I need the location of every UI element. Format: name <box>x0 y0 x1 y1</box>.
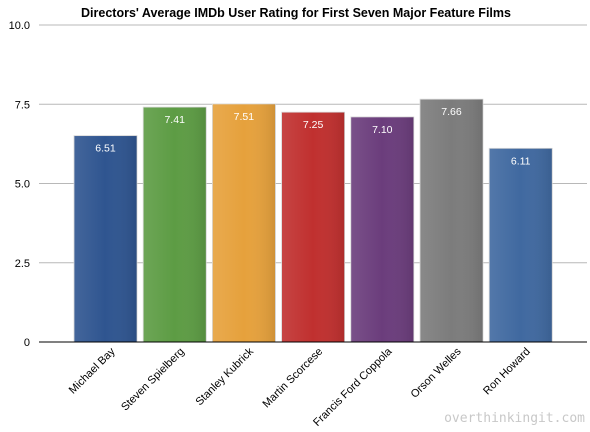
bars: 6.51 7.41 7.51 7.25 7.10 7.66 6.11 <box>73 98 553 343</box>
chart-title: Directors' Average IMDb User Rating for … <box>81 6 511 20</box>
y-tick-label: 2.5 <box>15 258 30 270</box>
x-tick-label: Francis Ford Coppola <box>311 345 395 429</box>
bar-value-label: 7.25 <box>303 119 324 131</box>
x-tick-label: Orson Welles <box>409 345 464 400</box>
y-tick-label: 0 <box>24 337 30 349</box>
y-tick-label: 7.5 <box>15 99 30 111</box>
y-tick-label: 10.0 <box>9 20 30 32</box>
bar-value-label: 7.66 <box>441 106 462 118</box>
bar-value-label: 6.51 <box>95 143 116 155</box>
bar-value-label: 7.41 <box>164 114 185 126</box>
x-tick-label: Ron Howard <box>481 346 533 398</box>
bar-sheen <box>489 148 553 342</box>
watermark: overthinkingit.com <box>444 411 585 426</box>
y-axis-tick-labels: 0 2.5 5.0 7.5 10.0 <box>9 20 30 349</box>
bar-value-label: 7.51 <box>234 111 255 123</box>
bar-sheen <box>143 107 207 342</box>
x-tick-label: Michael Bay <box>67 345 118 396</box>
bar-sheen <box>420 99 483 342</box>
x-tick-label: Steven Spielberg <box>119 346 187 414</box>
x-tick-label: Stanley Kubrick <box>193 345 256 408</box>
bar-sheen <box>74 135 137 342</box>
bar-value-label: 6.11 <box>511 155 531 167</box>
bar-sheen <box>350 116 414 343</box>
y-tick-label: 5.0 <box>15 179 30 191</box>
bar-sheen <box>212 103 276 342</box>
bar-sheen <box>281 112 345 342</box>
bar-value-label: 7.10 <box>372 124 393 136</box>
x-tick-label: Martin Scorcese <box>261 346 326 411</box>
